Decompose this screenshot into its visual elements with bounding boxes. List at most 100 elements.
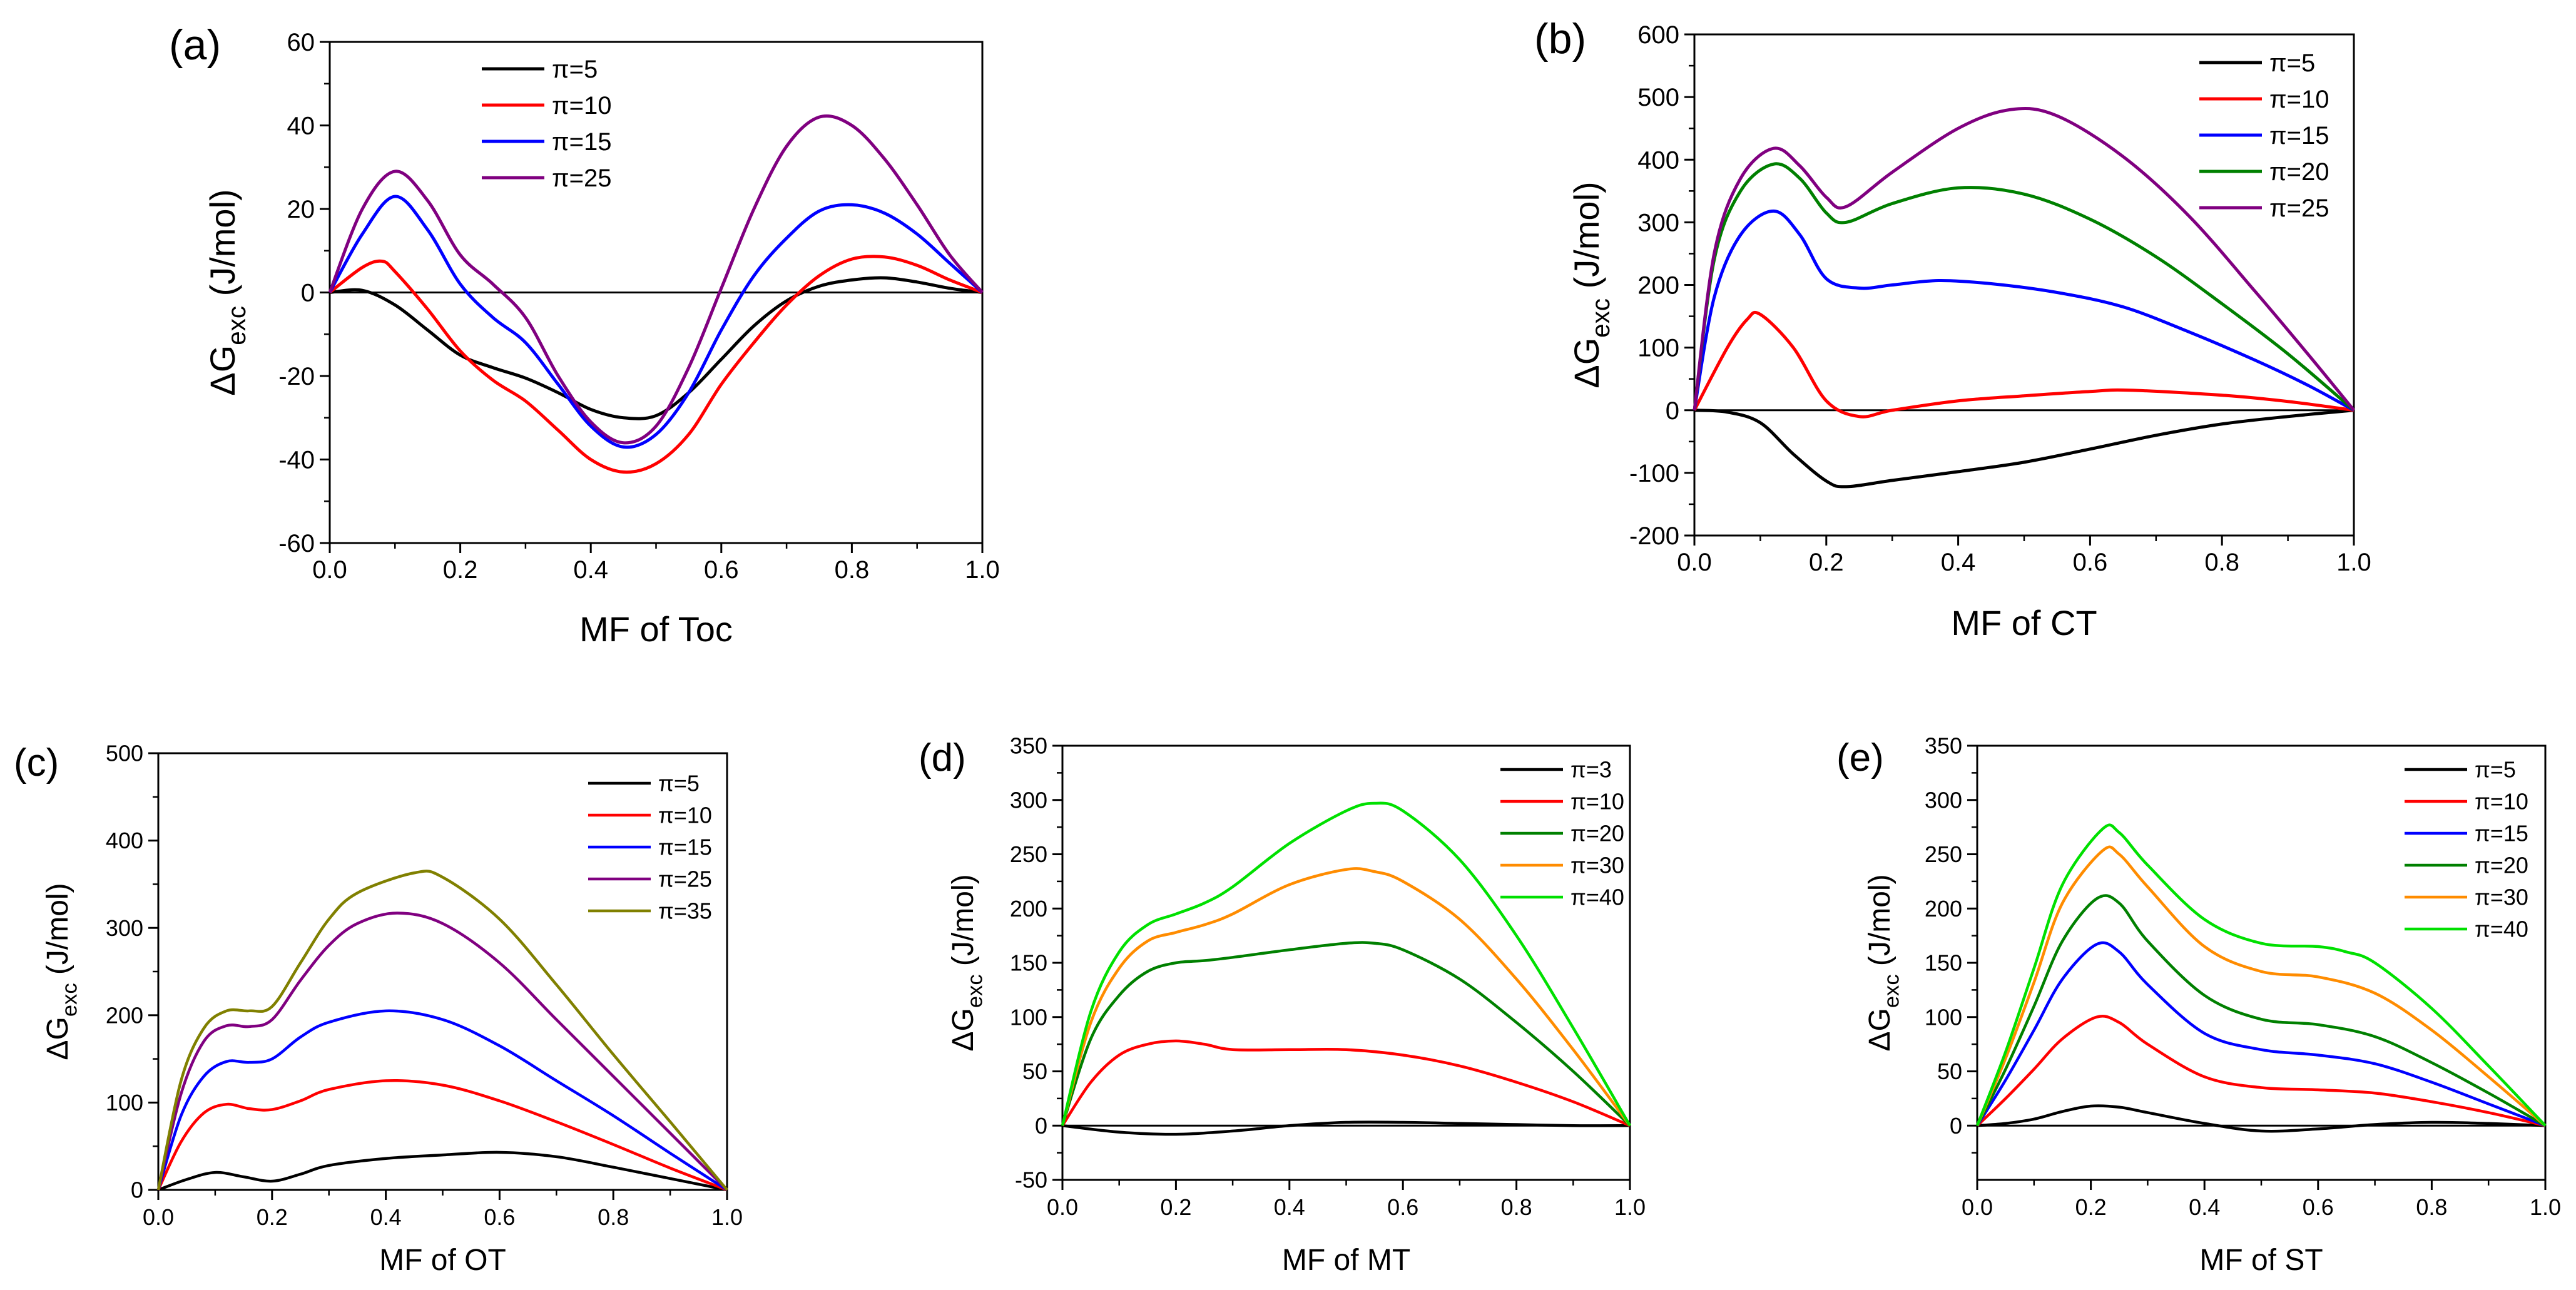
- y-tick-label: 100: [1925, 1004, 1962, 1030]
- series-line-a-2: [328, 195, 984, 449]
- y-tick-label: 500: [1637, 84, 1679, 111]
- legend-label: π=40: [2475, 917, 2528, 942]
- y-tick-label: 350: [1925, 733, 1962, 759]
- panel-label: (e): [1836, 736, 1884, 780]
- y-tick-label: 0: [1035, 1113, 1047, 1139]
- legend-label: π=25: [552, 165, 611, 192]
- legend-label: π=20: [2269, 158, 2329, 186]
- legend-label: π=10: [552, 92, 611, 119]
- x-axis-title: MF of Toc: [579, 609, 733, 649]
- series-line-b-3: [1693, 162, 2355, 412]
- legend-label: π=20: [2475, 853, 2528, 878]
- chart-panel-e: 0.0 0.2 0.4 0.6 0.8 1.0 0 50 100 150 200 250 300 350 π…: [1836, 733, 2561, 1277]
- panel-label: (d): [919, 736, 966, 780]
- x-tick-label: 0.6: [2073, 549, 2108, 576]
- x-tick-label: 0.2: [1809, 549, 1844, 576]
- legend-label: π=40: [1571, 885, 1624, 910]
- y-tick-label: 0: [1950, 1113, 1962, 1139]
- y-axis-title-sub: exc: [1880, 974, 1903, 1008]
- y-axis-title-main: ΔG: [203, 345, 242, 396]
- x-axis-title: MF of MT: [1282, 1244, 1410, 1277]
- y-axis-title-unit: (J/mol): [1863, 874, 1896, 974]
- series-line-e-5: [1975, 823, 2547, 1127]
- x-tick-label: 1.0: [711, 1204, 743, 1230]
- series-line-c-2: [156, 1009, 728, 1191]
- chart-panel-a: 0.0 0.2 0.4 0.6 0.8 1.0 -60 -40 -20 0 20 40 60 π=5 π=1…: [169, 21, 1000, 649]
- legend-label: π=3: [1571, 757, 1612, 783]
- y-tick-label: 60: [287, 29, 315, 56]
- series-line-e-2: [1976, 941, 2546, 1127]
- y-tick-label: 200: [1925, 896, 1962, 922]
- y-axis-title: ΔGexc (J/mol): [41, 883, 81, 1060]
- y-axis-title-unit: (J/mol): [203, 189, 242, 306]
- y-axis-title-sub: exc: [963, 974, 987, 1008]
- series-line-e-1: [1976, 1015, 2546, 1127]
- x-tick-label: 0.8: [2416, 1194, 2447, 1220]
- x-tick-label: 0.8: [2204, 549, 2239, 576]
- x-tick-label: 0.8: [1501, 1194, 1532, 1220]
- legend-label: π=10: [2269, 86, 2329, 113]
- x-tick-label: 0.8: [598, 1204, 629, 1230]
- y-tick-label: 0: [301, 280, 315, 307]
- y-axis-title-main: ΔG: [947, 1008, 980, 1051]
- x-tick-label: 0.2: [257, 1204, 288, 1230]
- x-axis-title: MF of CT: [1951, 603, 2097, 642]
- y-axis-title-main: ΔG: [41, 1017, 74, 1060]
- series-line-a-0: [329, 276, 983, 420]
- y-tick-label: 0: [131, 1177, 143, 1203]
- x-tick-label: 0.4: [370, 1204, 402, 1230]
- y-axis-title-unit: (J/mol): [947, 874, 980, 974]
- chart-panel-c: 0.0 0.2 0.4 0.6 0.8 1.0 0 100 200 300 400 500 π=5 π=1…: [14, 741, 743, 1277]
- y-axis-title: ΔGexc (J/mol): [203, 189, 251, 395]
- legend-label: π=5: [658, 771, 700, 796]
- x-tick-label: 0.6: [484, 1204, 515, 1230]
- legend-label: π=30: [2475, 885, 2528, 910]
- series-line-c-0: [158, 1150, 728, 1192]
- x-tick-label: 0.4: [573, 556, 608, 584]
- y-axis-title-main: ΔG: [1863, 1008, 1896, 1051]
- y-tick-label: 50: [1022, 1059, 1047, 1084]
- y-tick-label: 300: [1010, 787, 1047, 813]
- x-tick-label: 0.0: [1047, 1194, 1078, 1220]
- legend-label: π=15: [552, 128, 611, 156]
- series-line-b-0: [1694, 409, 2355, 489]
- legend-label: π=25: [658, 866, 712, 892]
- legend-label: π=10: [1571, 789, 1624, 815]
- y-axis-title: ΔGexc (J/mol): [1567, 181, 1615, 388]
- y-tick-label: 150: [1925, 950, 1962, 976]
- y-tick-label: -20: [278, 363, 315, 390]
- legend-label: π=15: [2475, 821, 2528, 846]
- x-tick-label: 0.4: [2189, 1194, 2220, 1220]
- x-tick-label: 0.0: [312, 556, 347, 584]
- legend-label: π=25: [2269, 195, 2329, 222]
- y-tick-label: 20: [287, 196, 315, 223]
- legend-label: π=5: [2475, 757, 2516, 783]
- series-line-e-3: [1975, 894, 2547, 1127]
- x-tick-label: 0.2: [443, 556, 478, 584]
- y-tick-label: 100: [106, 1090, 143, 1115]
- legend-label: π=5: [552, 56, 598, 83]
- x-tick-label: 1.0: [1614, 1194, 1646, 1220]
- y-tick-label: -60: [278, 530, 315, 557]
- y-tick-label: 200: [106, 1002, 143, 1028]
- y-axis-title-unit: (J/mol): [1567, 181, 1606, 298]
- y-axis-title: ΔGexc (J/mol): [1863, 874, 1903, 1051]
- legend-label: π=15: [2269, 122, 2329, 150]
- x-tick-label: 0.0: [143, 1204, 174, 1230]
- chart-panel-b: 0.0 0.2 0.4 0.6 0.8 1.0 -200 -100 0 100 200 300 400 5…: [1534, 15, 2371, 642]
- y-tick-label: -40: [278, 447, 315, 474]
- x-tick-label: 0.0: [1962, 1194, 1993, 1220]
- series-line-c-4: [156, 870, 728, 1191]
- legend-label: π=5: [2269, 49, 2315, 77]
- x-tick-label: 1.0: [2530, 1194, 2561, 1220]
- legend-label: π=30: [1571, 853, 1624, 878]
- y-axis-title-unit: (J/mol): [41, 883, 74, 983]
- x-tick-label: 0.2: [1160, 1194, 1191, 1220]
- y-tick-label: -50: [1015, 1167, 1047, 1193]
- x-tick-label: 0.4: [1274, 1194, 1305, 1220]
- y-tick-label: 300: [1637, 209, 1679, 236]
- x-tick-label: 0.8: [835, 556, 870, 584]
- panel-label: (b): [1534, 15, 1586, 63]
- series-line-e-4: [1975, 845, 2547, 1127]
- y-tick-label: 250: [1925, 841, 1962, 867]
